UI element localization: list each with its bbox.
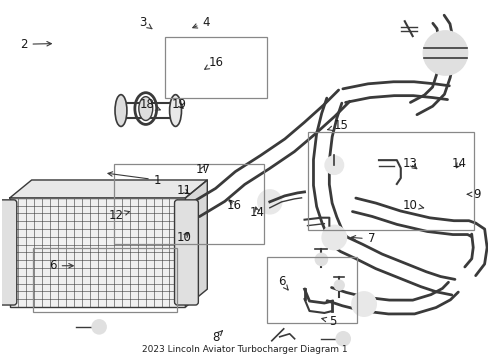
Circle shape (92, 320, 106, 334)
Text: 19: 19 (172, 98, 187, 111)
Circle shape (316, 253, 327, 265)
Bar (165, 37, 267, 98)
Text: 7: 7 (351, 233, 375, 246)
Circle shape (258, 190, 282, 214)
Bar (33, 248, 177, 312)
Bar (308, 132, 473, 230)
Bar (114, 164, 265, 244)
Text: 6: 6 (278, 275, 288, 290)
Text: 11: 11 (177, 184, 192, 197)
Text: 1: 1 (108, 172, 161, 186)
Text: 6: 6 (49, 259, 73, 272)
FancyBboxPatch shape (0, 200, 17, 305)
Bar (10, 198, 185, 307)
Text: 12: 12 (109, 209, 129, 222)
FancyBboxPatch shape (174, 200, 198, 305)
Polygon shape (10, 180, 207, 198)
Text: 17: 17 (195, 163, 210, 176)
Text: 9: 9 (467, 188, 481, 201)
Ellipse shape (170, 95, 181, 126)
Text: 10: 10 (177, 231, 192, 244)
Text: 3: 3 (139, 15, 152, 29)
Text: 16: 16 (227, 198, 242, 212)
Text: 10: 10 (403, 198, 424, 212)
Text: 4: 4 (193, 15, 210, 28)
Ellipse shape (139, 96, 153, 121)
Bar (267, 257, 357, 323)
Circle shape (336, 332, 350, 346)
Text: 2023 Lincoln Aviator Turbocharger Diagram 1: 2023 Lincoln Aviator Turbocharger Diagra… (142, 345, 348, 354)
Text: 8: 8 (212, 330, 222, 344)
Text: 14: 14 (451, 157, 466, 170)
Text: 13: 13 (403, 157, 418, 170)
Circle shape (325, 156, 343, 174)
Polygon shape (185, 180, 207, 307)
Text: 16: 16 (205, 55, 223, 69)
Circle shape (334, 280, 344, 290)
Circle shape (424, 31, 467, 75)
Text: 14: 14 (250, 206, 265, 219)
Circle shape (322, 226, 346, 249)
Text: 18: 18 (139, 98, 160, 111)
Circle shape (352, 292, 376, 316)
Text: 15: 15 (328, 119, 349, 132)
Text: 5: 5 (322, 315, 336, 328)
Ellipse shape (115, 95, 127, 126)
Text: 2: 2 (20, 38, 51, 51)
